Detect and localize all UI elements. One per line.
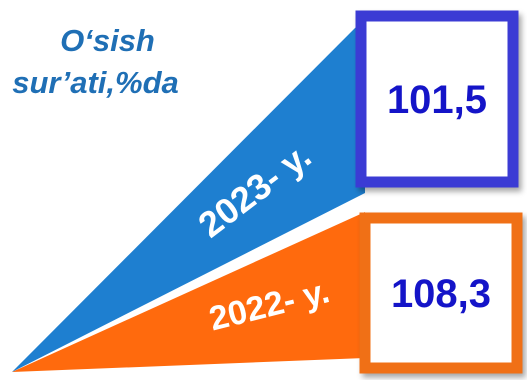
bar-2023: [12, 18, 365, 372]
value-box-2022: [359, 212, 523, 374]
bar-2022: [12, 212, 365, 372]
chart-title-line1: O‘sish: [60, 23, 155, 58]
data-label-2023: 101,5: [387, 78, 487, 122]
chart-title-line2: sur’ati,%da: [12, 65, 179, 100]
value-box-2023: [355, 10, 519, 188]
chart-title: O‘sish sur’ati,%da: [0, 20, 215, 104]
data-label-2022: 108,3: [391, 272, 491, 316]
